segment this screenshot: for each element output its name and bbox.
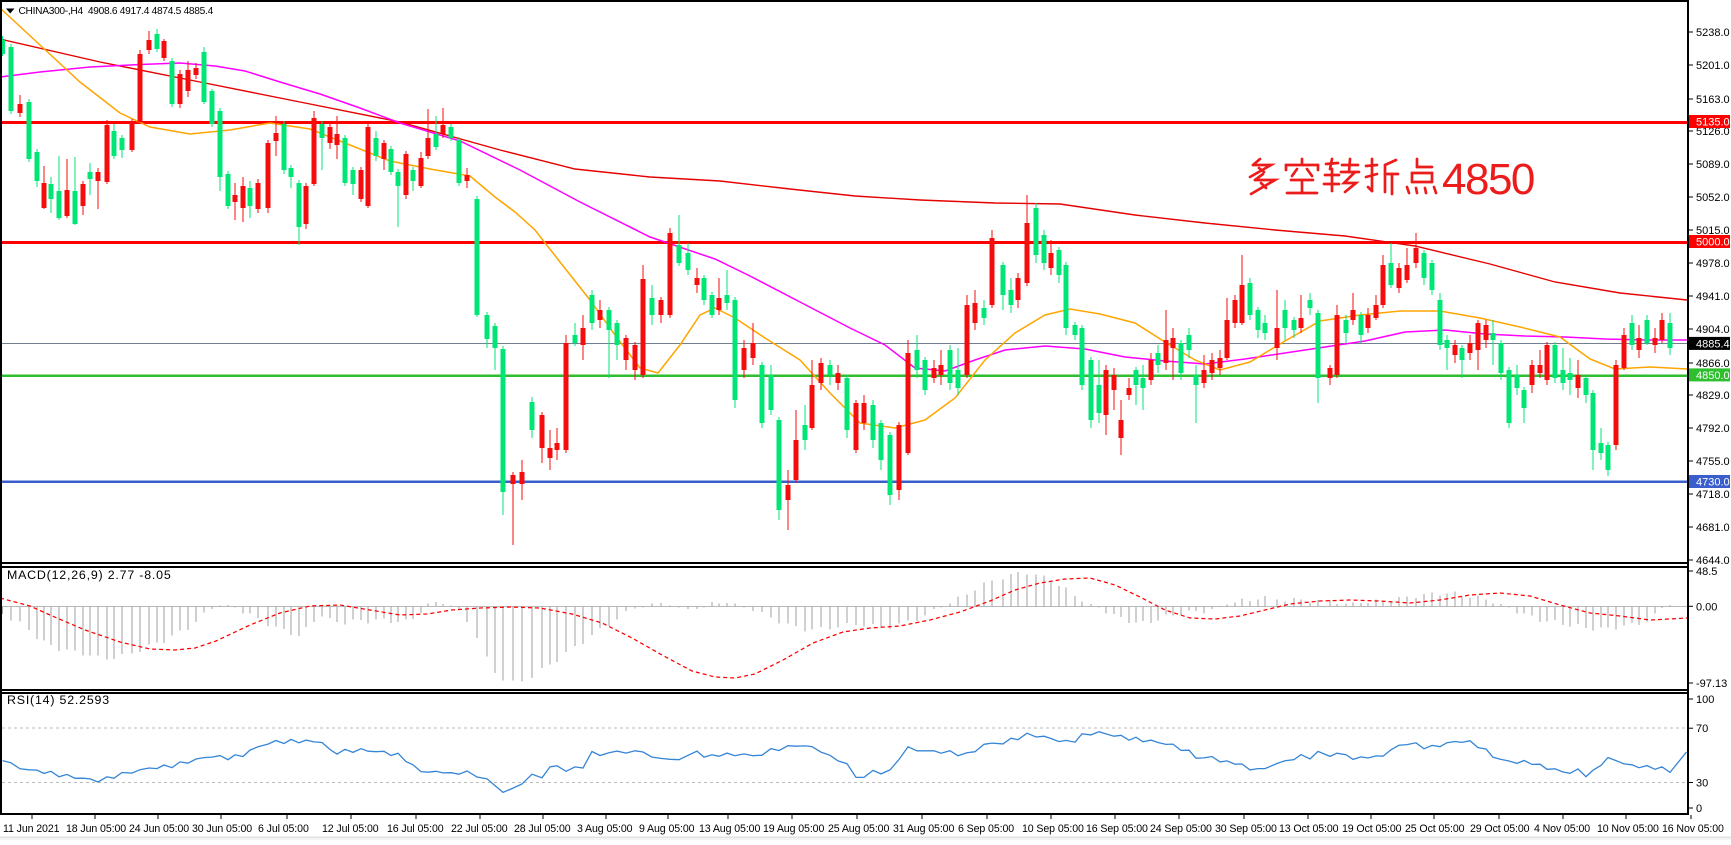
svg-text:16 Jul 05:00: 16 Jul 05:00 [387, 823, 444, 835]
svg-text:29 Oct 05:00: 29 Oct 05:00 [1470, 823, 1530, 835]
svg-text:16 Nov 05:00: 16 Nov 05:00 [1662, 823, 1724, 835]
svg-text:24 Jun 05:00: 24 Jun 05:00 [129, 823, 189, 835]
svg-text:11 Jun 2021: 11 Jun 2021 [3, 823, 60, 835]
svg-text:5126.0: 5126.0 [1696, 126, 1730, 138]
svg-text:13 Aug 05:00: 13 Aug 05:00 [699, 823, 760, 835]
svg-text:100: 100 [1696, 694, 1714, 706]
svg-text:30: 30 [1696, 778, 1708, 790]
svg-text:0: 0 [1696, 803, 1702, 815]
svg-text:4829.0: 4829.0 [1696, 390, 1730, 402]
svg-text:6 Jul 05:00: 6 Jul 05:00 [258, 823, 309, 835]
svg-text:28 Jul 05:00: 28 Jul 05:00 [514, 823, 571, 835]
svg-text:30 Jun 05:00: 30 Jun 05:00 [192, 823, 252, 835]
svg-text:4792.0: 4792.0 [1696, 423, 1730, 435]
svg-text:22 Jul 05:00: 22 Jul 05:00 [451, 823, 508, 835]
svg-text:19 Aug 05:00: 19 Aug 05:00 [763, 823, 824, 835]
svg-text:18 Jun 05:00: 18 Jun 05:00 [66, 823, 126, 835]
svg-text:48.5: 48.5 [1696, 566, 1717, 578]
svg-text:5015.0: 5015.0 [1696, 225, 1730, 237]
svg-text:-97.13: -97.13 [1696, 678, 1727, 690]
svg-text:RSI(14) 52.2593: RSI(14) 52.2593 [7, 693, 110, 707]
svg-text:4850: 4850 [1442, 155, 1534, 204]
svg-text:MACD(12,26,9) 2.77 -8.05: MACD(12,26,9) 2.77 -8.05 [7, 568, 172, 582]
svg-text:4850.0: 4850.0 [1696, 370, 1730, 382]
svg-text:6 Sep 05:00: 6 Sep 05:00 [958, 823, 1014, 835]
svg-text:4941.0: 4941.0 [1696, 291, 1730, 303]
svg-text:4978.0: 4978.0 [1696, 258, 1730, 270]
svg-text:4904.0: 4904.0 [1696, 324, 1730, 336]
svg-text:4866.0: 4866.0 [1696, 358, 1730, 370]
svg-text:10 Sep 05:00: 10 Sep 05:00 [1022, 823, 1084, 835]
svg-text:4730.0: 4730.0 [1696, 477, 1730, 489]
svg-text:5089.0: 5089.0 [1696, 159, 1730, 171]
svg-text:5000.0: 5000.0 [1696, 237, 1730, 249]
svg-text:4885.4: 4885.4 [1696, 338, 1730, 350]
svg-text:9 Aug 05:00: 9 Aug 05:00 [639, 823, 695, 835]
svg-text:70: 70 [1696, 723, 1708, 735]
svg-text:5163.0: 5163.0 [1696, 94, 1730, 106]
svg-text:5201.0: 5201.0 [1696, 60, 1730, 72]
svg-text:13 Oct 05:00: 13 Oct 05:00 [1279, 823, 1339, 835]
svg-text:4 Nov 05:00: 4 Nov 05:00 [1534, 823, 1590, 835]
svg-text:4755.0: 4755.0 [1696, 456, 1730, 468]
svg-text:12 Jul 05:00: 12 Jul 05:00 [322, 823, 379, 835]
svg-text:5135.0: 5135.0 [1696, 117, 1730, 129]
svg-text:4644.0: 4644.0 [1696, 555, 1730, 567]
svg-text:19 Oct 05:00: 19 Oct 05:00 [1342, 823, 1402, 835]
svg-text:16 Sep 05:00: 16 Sep 05:00 [1086, 823, 1148, 835]
svg-text:24 Sep 05:00: 24 Sep 05:00 [1150, 823, 1212, 835]
svg-text:5238.0: 5238.0 [1696, 27, 1730, 39]
svg-text:3 Aug 05:00: 3 Aug 05:00 [577, 823, 633, 835]
svg-text:4718.0: 4718.0 [1696, 489, 1730, 501]
svg-text:5052.0: 5052.0 [1696, 192, 1730, 204]
svg-text:25 Aug 05:00: 25 Aug 05:00 [828, 823, 889, 835]
svg-text:30 Sep 05:00: 30 Sep 05:00 [1215, 823, 1277, 835]
svg-text:10 Nov 05:00: 10 Nov 05:00 [1597, 823, 1659, 835]
svg-text:CHINA300-,H4 4908.6 4917.4 48: CHINA300-,H4 4908.6 4917.4 4874.5 4885.4 [19, 6, 214, 17]
svg-text:0.00: 0.00 [1696, 601, 1717, 613]
svg-text:31 Aug 05:00: 31 Aug 05:00 [893, 823, 954, 835]
svg-text:4681.0: 4681.0 [1696, 522, 1730, 534]
svg-text:25 Oct 05:00: 25 Oct 05:00 [1405, 823, 1465, 835]
